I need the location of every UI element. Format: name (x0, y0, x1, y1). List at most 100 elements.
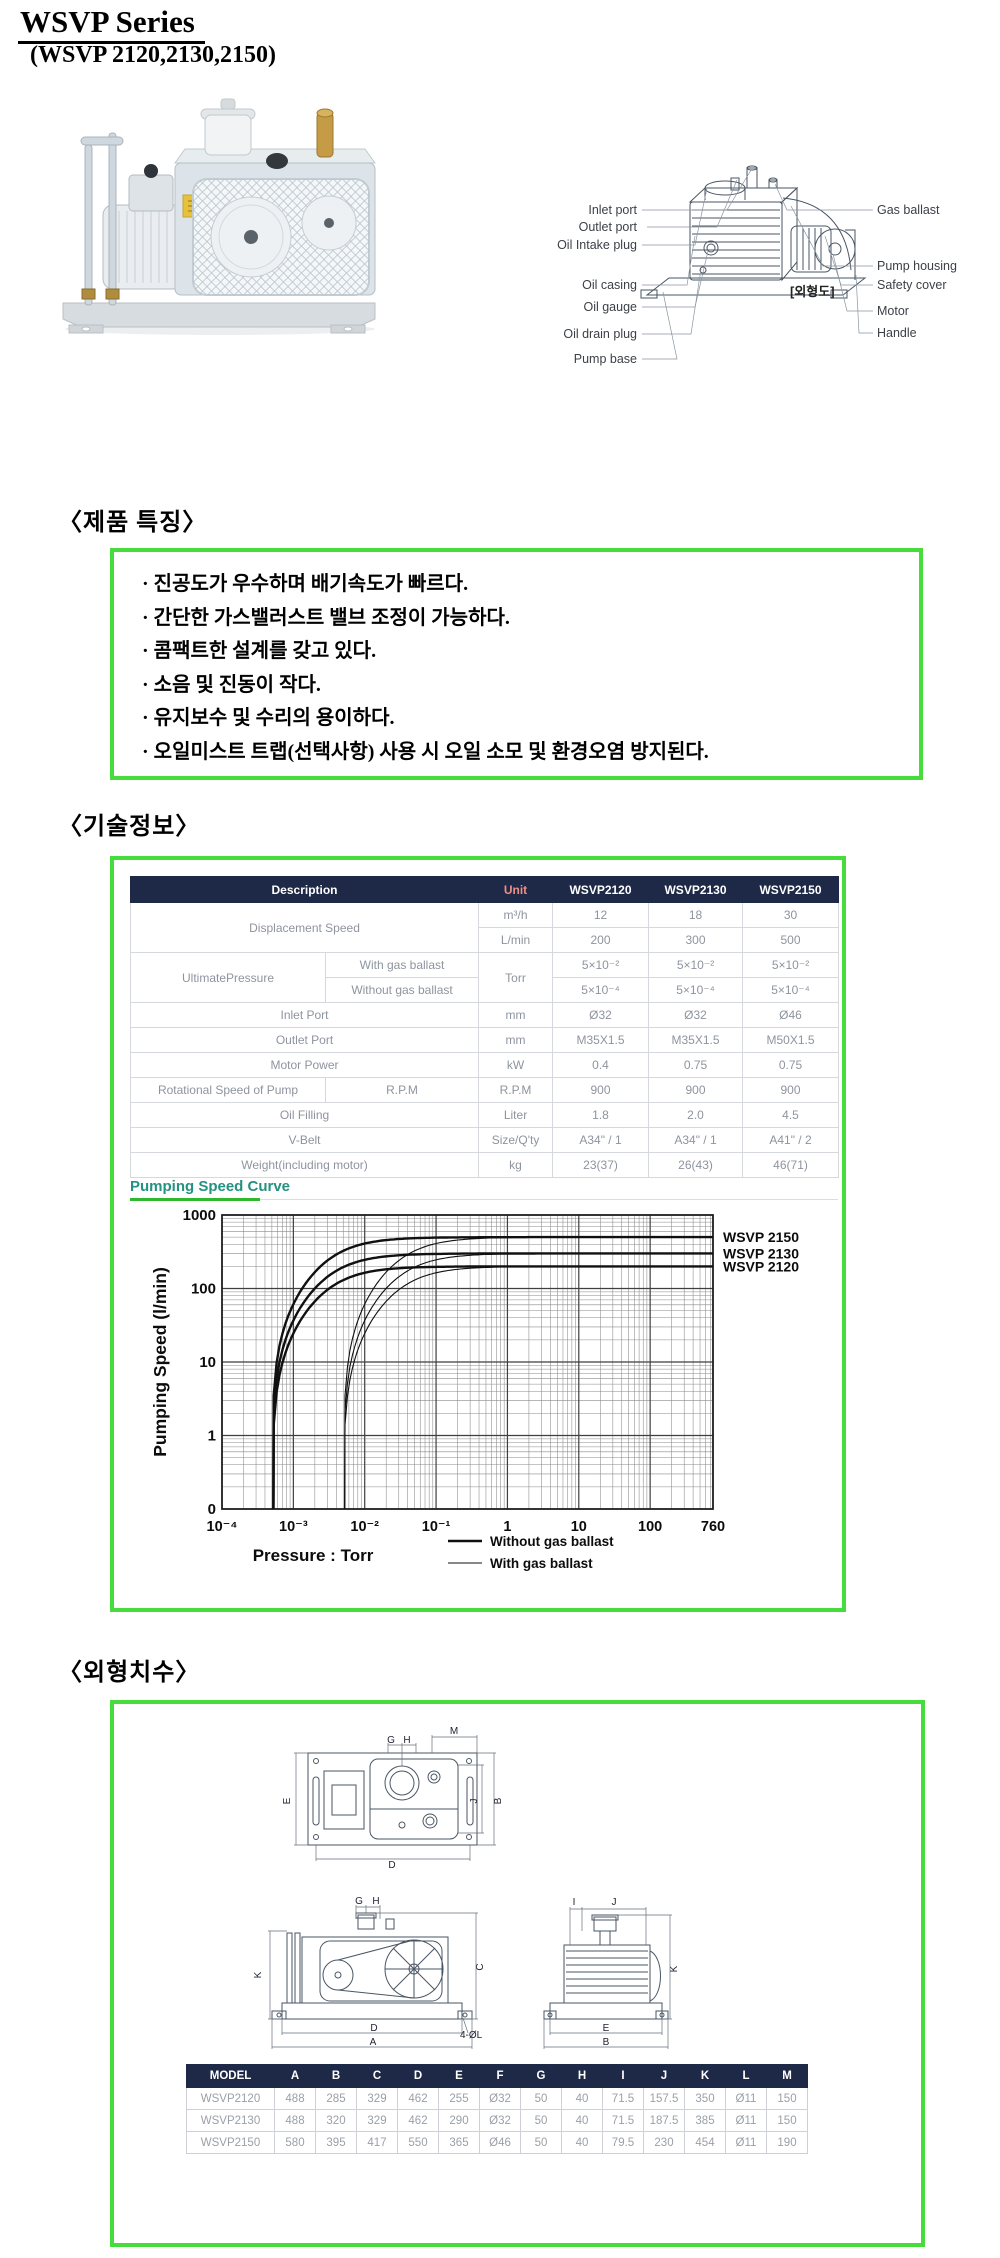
dim-letter-G: G (387, 1735, 395, 1746)
label-oil-casing: Oil casing (582, 278, 637, 292)
feature-item: · 간단한 가스밸러스트 밸브 조정이 가능하다. (142, 606, 510, 629)
spec-row: L/min 200 300 500 (131, 927, 840, 953)
handle-rod (84, 144, 93, 306)
dim-letter-H: H (372, 1896, 379, 1907)
intake-knob (266, 153, 288, 169)
curve-wsvp-2130-with-gas-ballast (344, 1252, 713, 1510)
dimensions-box (110, 1700, 925, 2247)
y-tick-label: 0 (208, 1501, 216, 1518)
curve-wsvp-2150-with-gas-ballast (344, 1236, 713, 1510)
label-oil-gauge: Oil gauge (583, 300, 637, 314)
spec-row: V-Belt Size/Q'ty A34" / 1 A34" / 1 A41" … (129, 1127, 840, 1153)
feature-item: · 오일미스트 트랩(선택사항) 사용 시 오일 소모 및 환경오염 방지된다. (142, 740, 709, 763)
feature-item: · 진공도가 우수하며 배기속도가 빠르다. (142, 573, 469, 595)
diagram-caption: [외형도] (790, 284, 835, 299)
spec-row: Without gas ballast 5×10⁻⁴ 5×10⁻⁴ 5×10⁻⁴ (131, 977, 840, 1003)
curve-label: WSVP 2150 (723, 1229, 799, 1245)
dim-letter-K: K (669, 1965, 680, 1972)
y-tick-label: 1 (208, 1428, 216, 1445)
col-wsvp2130: WSVP2130 (648, 876, 744, 903)
label-pump-housing: Pump housing (877, 259, 957, 273)
x-tick-label: 10 (571, 1519, 587, 1535)
label-handle: Handle (877, 326, 917, 340)
curve-title: Pumping Speed Curve (130, 1178, 291, 1195)
muffler (316, 112, 334, 158)
x-tick-label: 10⁻¹ (422, 1519, 451, 1535)
legend-with-gas-ballast: With gas ballast (490, 1556, 593, 1571)
y-tick-label: 10 (199, 1354, 216, 1371)
dim-row-wsvp2130: WSVP2130 488 320 329 462 290 Ø32 50 40 7… (186, 2109, 808, 2132)
feature-item: · 콤팩트한 설계를 갖고 있다. (142, 640, 377, 662)
rule (260, 1199, 838, 1200)
col-wsvp2150: WSVP2150 (742, 876, 840, 903)
y-axis-label: Pumping Speed (l/min) (150, 1267, 170, 1457)
label-oil-drain-plug: Oil drain plug (563, 327, 637, 341)
label-motor: Motor (877, 304, 909, 318)
x-tick-label: 760 (701, 1519, 725, 1535)
dim-letter-D: D (370, 2023, 377, 2034)
spec-row: Motor Power kW 0.4 0.75 0.75 (129, 1052, 840, 1078)
y-tick-label: 1000 (183, 1207, 216, 1224)
features-heading: 〈제품 특징〉 (58, 510, 208, 536)
dim-row-wsvp2120: WSVP2120 488 285 329 462 255 Ø32 50 40 7… (186, 2087, 808, 2110)
label-gas-ballast: Gas ballast (877, 203, 940, 217)
dim-letter-A: A (370, 2037, 377, 2048)
dim-row-wsvp2150: WSVP2150 580 395 417 550 365 Ø46 50 40 7… (186, 2131, 808, 2154)
spec-row: Displacement Speed m³/h 12 18 30 (129, 902, 840, 953)
dim-letter-J: J (469, 1799, 480, 1804)
inlet-port-drawing (746, 167, 758, 189)
dimension-table: MODEL A B C D E F G H I J K L M WSVP2120… (186, 2064, 808, 2154)
dim-letter-B: B (493, 1797, 504, 1804)
tech-heading: 〈기술정보〉 (58, 814, 201, 840)
x-axis-label: Pressure : Torr (253, 1546, 374, 1565)
pump-base-drawing (645, 277, 867, 296)
spec-row: Outlet Port mm M35X1.5 M35X1.5 M50X1.5 (129, 1027, 840, 1053)
feature-item: · 유지보수 및 수리의 용이하다. (142, 707, 395, 729)
handle-rod (108, 132, 117, 306)
curve-wsvp-2120-with-gas-ballast (344, 1265, 713, 1510)
legend-without-gas-ballast: Without gas ballast (490, 1534, 614, 1549)
dim-letter-H: H (403, 1735, 410, 1746)
motor-drawing (790, 225, 832, 273)
spec-row: UltimatePressure With gas ballast Torr 5… (130, 952, 840, 1003)
label-pump-base: Pump base (574, 352, 637, 366)
oil-filler (204, 114, 252, 156)
dim-letter-E: E (603, 2023, 610, 2034)
outline-diagram: Inlet port Outlet port Oil Intake plug O… (557, 165, 957, 366)
dim-letter-D: D (388, 1860, 395, 1871)
dim-header-row: MODEL A B C D E F G H I J K L M (186, 2064, 808, 2088)
product-photo (62, 98, 376, 335)
spec-row: Rotational Speed of Pump R.P.M R.P.M 900… (130, 1077, 840, 1103)
curve-label: WSVP 2120 (723, 1258, 799, 1274)
spec-header-row: Description Unit WSVP2120 WSVP2130 WSVP2… (129, 876, 840, 903)
dim-letter-G: G (355, 1896, 363, 1907)
x-tick-label: 10⁻⁴ (207, 1519, 238, 1535)
y-tick-label: 100 (191, 1281, 216, 1298)
page-subtitle: (WSVP 2120,2130,2150) (30, 42, 276, 68)
dimensions-heading: 〈외형치수〉 (58, 1660, 201, 1686)
col-unit: Unit (478, 876, 554, 903)
label-outlet-port: Outlet port (579, 220, 638, 234)
dim-letter-K: K (253, 1971, 264, 1978)
dim-letter-E: E (282, 1797, 293, 1804)
gas-ballast-drawing (768, 179, 778, 189)
label-inlet-port: Inlet port (588, 203, 637, 217)
dim-letter-M: M (450, 1726, 458, 1737)
x-tick-label: 10⁻² (350, 1519, 379, 1535)
dim-letter-B: B (603, 2037, 610, 2048)
side-view (543, 1907, 672, 2049)
curve-label: WSVP 2130 (723, 1245, 799, 1261)
dim-letter-I: I (573, 1897, 576, 1908)
x-tick-label: 10⁻³ (279, 1519, 308, 1535)
oil-gauge-drawing (703, 240, 719, 256)
label-safety-cover: Safety cover (877, 278, 946, 292)
curve-title-underline (130, 1198, 260, 1201)
hole-note: 4-ØL (460, 2030, 483, 2041)
col-wsvp2120: WSVP2120 (552, 876, 650, 903)
col-description: Description (129, 876, 480, 903)
x-tick-label: 1 (503, 1519, 511, 1535)
spec-row: Inlet Port mm Ø32 Ø32 Ø46 (129, 1002, 840, 1028)
